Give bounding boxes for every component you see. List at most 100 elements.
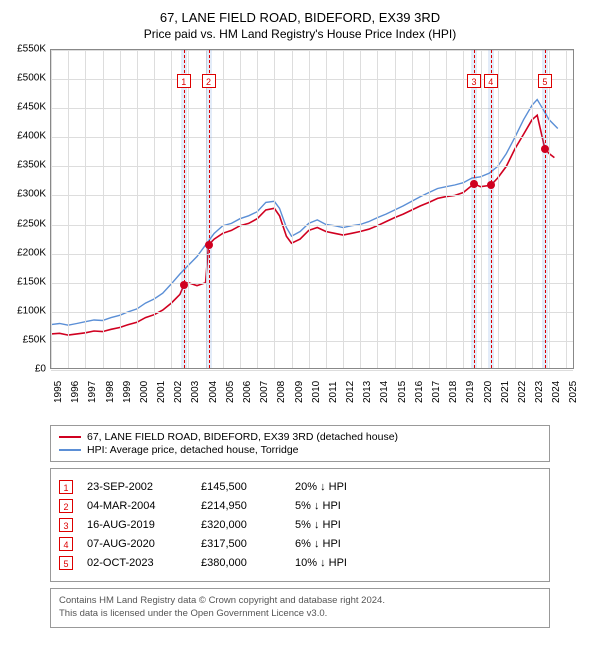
- chart-container: 12345 £0£50K£100K£150K£200K£250K£300K£35…: [8, 49, 592, 419]
- gridline-vertical: [343, 50, 344, 368]
- x-axis-label: 2023: [534, 381, 545, 403]
- y-axis-label: £350K: [8, 160, 46, 171]
- sales-row-diff: 20% ↓ HPI: [295, 481, 405, 493]
- sales-row-date: 04-MAR-2004: [87, 500, 187, 512]
- x-axis-label: 2005: [225, 381, 236, 403]
- gridline-horizontal: [51, 225, 573, 226]
- sale-marker-number: 4: [484, 74, 498, 88]
- sales-row-price: £320,000: [201, 519, 281, 531]
- legend-label: 67, LANE FIELD ROAD, BIDEFORD, EX39 3RD …: [87, 431, 398, 443]
- footer-line-2: This data is licensed under the Open Gov…: [59, 608, 541, 621]
- legend-item: 67, LANE FIELD ROAD, BIDEFORD, EX39 3RD …: [59, 431, 541, 443]
- x-axis-label: 2025: [568, 381, 579, 403]
- sale-price-dot: [205, 241, 213, 249]
- x-axis-label: 1999: [122, 381, 133, 403]
- gridline-vertical: [532, 50, 533, 368]
- y-axis-label: £50K: [8, 334, 46, 345]
- x-axis-label: 2017: [431, 381, 442, 403]
- sales-row-date: 02-OCT-2023: [87, 557, 187, 569]
- gridline-horizontal: [51, 108, 573, 109]
- x-axis-label: 2010: [311, 381, 322, 403]
- legend-label: HPI: Average price, detached house, Torr…: [87, 444, 299, 456]
- gridline-vertical: [274, 50, 275, 368]
- x-axis-label: 2012: [345, 381, 356, 403]
- x-axis-label: 2021: [500, 381, 511, 403]
- x-axis-label: 2000: [139, 381, 150, 403]
- x-axis-label: 2006: [242, 381, 253, 403]
- sales-table-row: 316-AUG-2019£320,0005% ↓ HPI: [59, 518, 541, 532]
- sale-marker-line: [209, 50, 210, 368]
- footer-attribution: Contains HM Land Registry data © Crown c…: [50, 588, 550, 628]
- gridline-vertical: [446, 50, 447, 368]
- x-axis-label: 2001: [156, 381, 167, 403]
- gridline-vertical: [412, 50, 413, 368]
- y-axis-label: £300K: [8, 189, 46, 200]
- sales-row-price: £145,500: [201, 481, 281, 493]
- x-axis-label: 2003: [190, 381, 201, 403]
- sales-row-price: £214,950: [201, 500, 281, 512]
- sale-marker-line: [184, 50, 185, 368]
- footer-line-1: Contains HM Land Registry data © Crown c…: [59, 595, 541, 608]
- sales-row-marker: 5: [59, 556, 73, 570]
- gridline-horizontal: [51, 50, 573, 51]
- x-axis-label: 2009: [294, 381, 305, 403]
- gridline-horizontal: [51, 341, 573, 342]
- gridline-vertical: [429, 50, 430, 368]
- sales-row-marker: 4: [59, 537, 73, 551]
- x-axis-label: 2002: [173, 381, 184, 403]
- gridline-vertical: [395, 50, 396, 368]
- gridline-vertical: [309, 50, 310, 368]
- x-axis-label: 1997: [87, 381, 98, 403]
- sale-price-dot: [470, 180, 478, 188]
- y-axis-label: £250K: [8, 218, 46, 229]
- sales-row-date: 07-AUG-2020: [87, 538, 187, 550]
- chart-title: 67, LANE FIELD ROAD, BIDEFORD, EX39 3RD: [8, 10, 592, 25]
- sale-price-dot: [180, 281, 188, 289]
- x-axis-label: 2008: [276, 381, 287, 403]
- sales-row-diff: 10% ↓ HPI: [295, 557, 405, 569]
- x-axis-label: 1996: [70, 381, 81, 403]
- gridline-vertical: [498, 50, 499, 368]
- y-axis-label: £200K: [8, 247, 46, 258]
- gridline-vertical: [171, 50, 172, 368]
- sales-row-price: £380,000: [201, 557, 281, 569]
- sales-row-diff: 5% ↓ HPI: [295, 500, 405, 512]
- x-axis-label: 2015: [397, 381, 408, 403]
- gridline-vertical: [360, 50, 361, 368]
- x-axis-label: 2018: [448, 381, 459, 403]
- gridline-vertical: [137, 50, 138, 368]
- x-axis-label: 2024: [551, 381, 562, 403]
- sale-price-dot: [487, 181, 495, 189]
- x-axis-label: 2014: [379, 381, 390, 403]
- sale-marker-line: [545, 50, 546, 368]
- y-axis-label: £450K: [8, 102, 46, 113]
- gridline-vertical: [326, 50, 327, 368]
- chart-subtitle: Price paid vs. HM Land Registry's House …: [8, 27, 592, 41]
- y-axis-label: £500K: [8, 73, 46, 84]
- gridline-vertical: [188, 50, 189, 368]
- sales-table-row: 204-MAR-2004£214,9505% ↓ HPI: [59, 499, 541, 513]
- sales-row-marker: 1: [59, 480, 73, 494]
- sales-row-price: £317,500: [201, 538, 281, 550]
- sales-row-date: 16-AUG-2019: [87, 519, 187, 531]
- gridline-horizontal: [51, 195, 573, 196]
- gridline-vertical: [463, 50, 464, 368]
- gridline-vertical: [481, 50, 482, 368]
- sale-marker-line: [491, 50, 492, 368]
- legend-swatch: [59, 449, 81, 451]
- sale-marker-number: 1: [177, 74, 191, 88]
- gridline-vertical: [377, 50, 378, 368]
- y-axis-label: £550K: [8, 44, 46, 55]
- legend-box: 67, LANE FIELD ROAD, BIDEFORD, EX39 3RD …: [50, 425, 550, 462]
- x-axis-label: 2019: [465, 381, 476, 403]
- gridline-vertical: [68, 50, 69, 368]
- x-axis-label: 2020: [483, 381, 494, 403]
- gridline-vertical: [85, 50, 86, 368]
- y-axis-label: £400K: [8, 131, 46, 142]
- sale-marker-number: 3: [467, 74, 481, 88]
- sales-table: 123-SEP-2002£145,50020% ↓ HPI204-MAR-200…: [50, 468, 550, 582]
- x-axis-label: 2004: [208, 381, 219, 403]
- x-axis-label: 1998: [105, 381, 116, 403]
- gridline-vertical: [223, 50, 224, 368]
- sales-table-row: 5 02-OCT-2023 £380,000 10% ↓ HPI: [59, 556, 541, 570]
